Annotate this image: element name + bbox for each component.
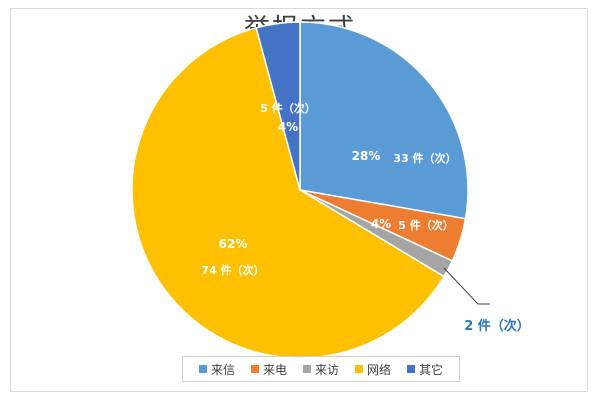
legend-label-online: 网络 bbox=[366, 362, 391, 377]
legend-label-other: 其它 bbox=[418, 362, 443, 377]
legend-item-phone: 来电 bbox=[250, 361, 287, 378]
pie-slice-online bbox=[131, 26, 446, 359]
percent-label-phone: 4% bbox=[371, 217, 391, 231]
legend-item-letter: 来信 bbox=[198, 361, 235, 378]
legend-swatch-other bbox=[406, 365, 415, 373]
legend-swatch-letter bbox=[198, 365, 207, 373]
count-label-letter: 33 件（次） bbox=[393, 151, 456, 165]
percent-label-online: 62% bbox=[219, 237, 248, 251]
legend-label-visit: 来访 bbox=[314, 362, 339, 377]
legend-swatch-online bbox=[354, 365, 363, 373]
percent-label-letter: 28% bbox=[352, 149, 381, 163]
count-label-visit: 2 件（次） bbox=[464, 318, 530, 334]
legend-item-visit: 来访 bbox=[302, 361, 339, 378]
legend-item-other: 其它 bbox=[406, 361, 443, 378]
leader-line-visit bbox=[443, 267, 490, 305]
chart-legend: 来信 来电 来访 网络 其它 bbox=[182, 356, 460, 382]
pie-slice-other bbox=[255, 21, 301, 191]
count-label-phone: 5 件（次） bbox=[398, 218, 453, 232]
pie-slice-letter bbox=[299, 21, 469, 220]
count-label-online: 74 件（次） bbox=[201, 263, 264, 277]
legend-swatch-phone bbox=[250, 365, 259, 373]
percent-label-other: 4% bbox=[278, 120, 298, 134]
legend-label-letter: 来信 bbox=[210, 362, 235, 377]
legend-item-online: 网络 bbox=[354, 361, 391, 378]
legend-label-phone: 来电 bbox=[262, 362, 287, 377]
legend-swatch-visit bbox=[302, 365, 311, 373]
count-label-other: 5 件（次） bbox=[260, 101, 315, 115]
